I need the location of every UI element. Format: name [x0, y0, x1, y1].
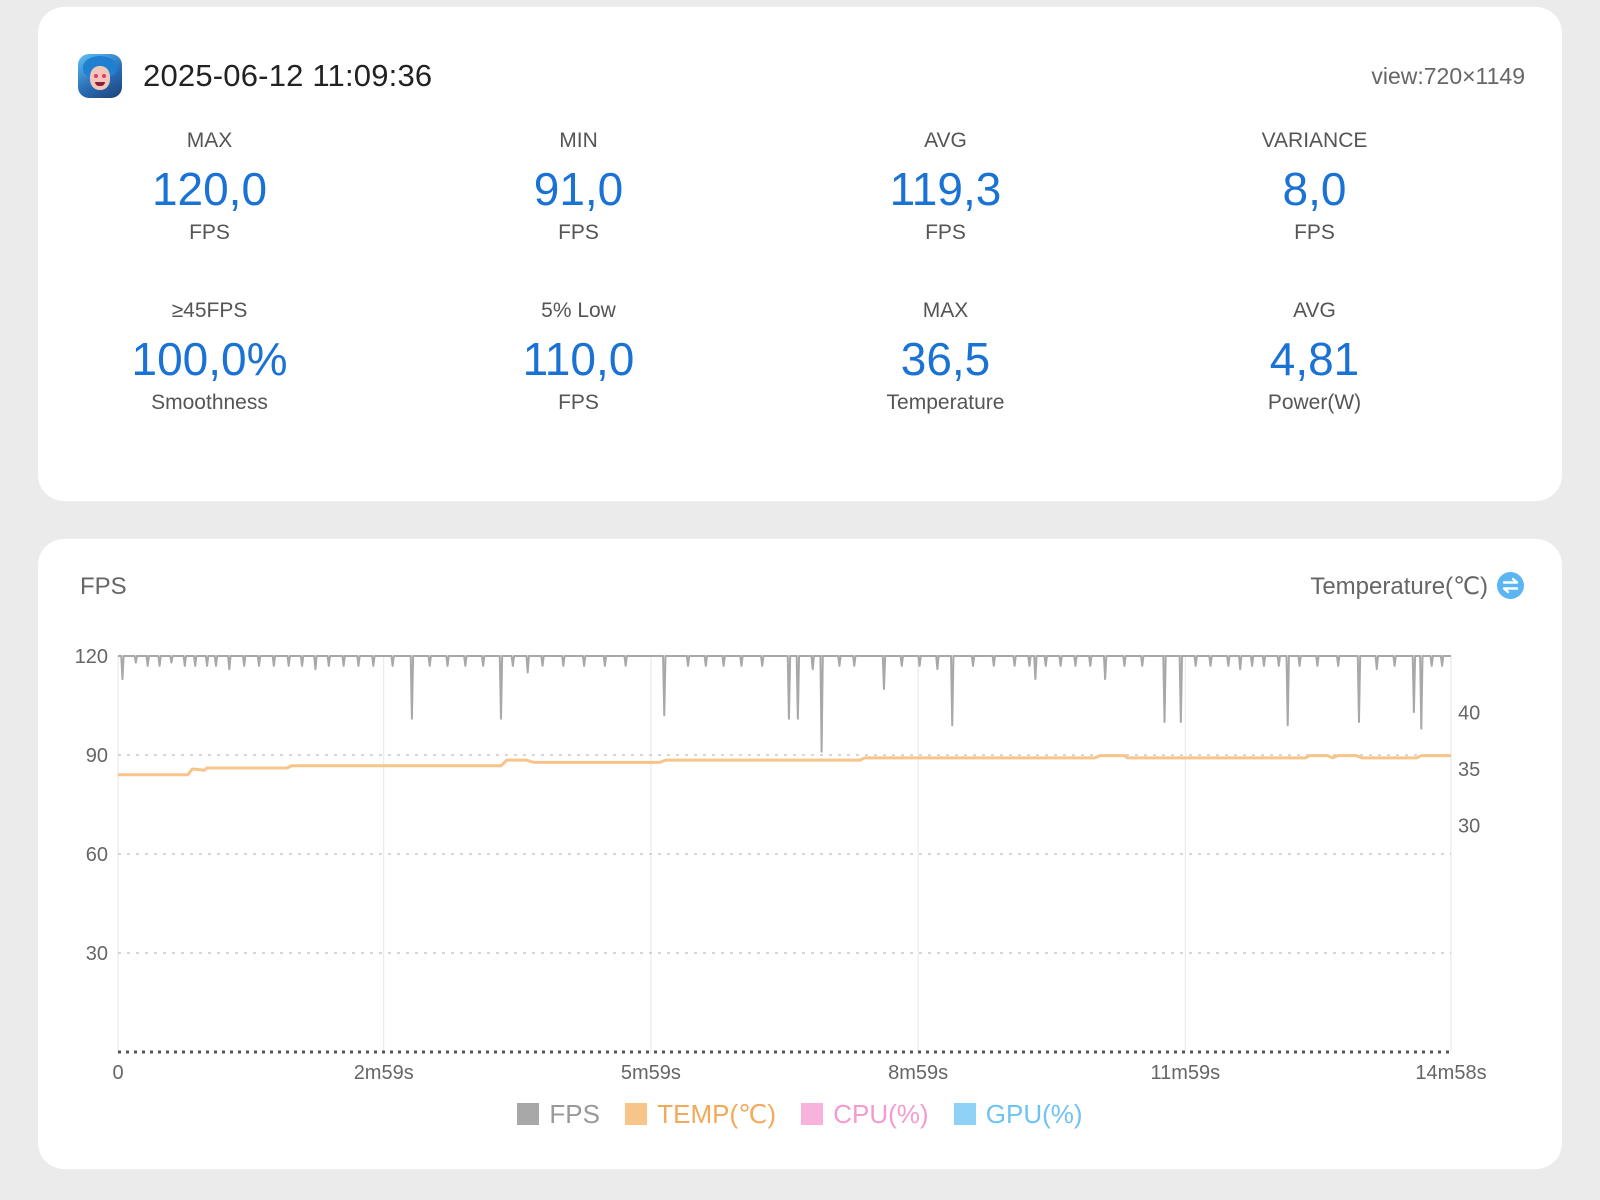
- chart-left-axis-title: FPS: [80, 573, 127, 600]
- legend-item-gpu[interactable]: GPU(%): [953, 1099, 1083, 1130]
- y-left-tick-label: 30: [86, 943, 108, 965]
- stat-value: 119,3: [889, 163, 1002, 215]
- chart-right-axis-title: Temperature(℃): [1310, 573, 1488, 600]
- x-tick-label: 2m59s: [354, 1062, 414, 1084]
- stat-unit: FPS: [1294, 221, 1335, 244]
- stat-value: 110,0: [522, 333, 635, 385]
- x-tick-label: 8m59s: [888, 1062, 948, 1084]
- session-datetime: 2025-06-12 11:09:36: [143, 58, 433, 93]
- stat-value: 36,5: [900, 333, 991, 385]
- stat-value: 4,81: [1269, 333, 1360, 385]
- stats-grid: MAX 120,0 FPS MIN 91,0 FPS AVG 119,3 FPS…: [38, 127, 1562, 467]
- stat-value: 8,0: [1282, 163, 1347, 215]
- y-right-tick-label: 30: [1458, 816, 1480, 838]
- y-left-tick-label: 120: [75, 646, 108, 668]
- stat-unit: FPS: [558, 221, 599, 244]
- stat-max-fps: MAX 120,0 FPS: [19, 127, 400, 297]
- legend-swatch-temp: [625, 1103, 648, 1125]
- stat-label: VARIANCE: [1261, 129, 1368, 152]
- view-size: view:720×1149: [1371, 63, 1525, 89]
- stats-card: 2025-06-12 11:09:36 view:720×1149 MAX 12…: [38, 7, 1562, 501]
- stat-label: 5% Low: [541, 299, 616, 322]
- stat-5-percent-low: 5% Low 110,0 FPS: [388, 297, 769, 467]
- temperature-series-line: [118, 754, 1451, 777]
- stat-avg-power: AVG 4,81 Power(W): [1124, 297, 1505, 467]
- fps-temperature-chart: 0 2m59s 5m59s 8m59s 11m59s 14m58s 30 60 90 120 30 3…: [75, 646, 1487, 1084]
- legend-swatch-gpu: [953, 1103, 976, 1125]
- chart-card: FPS Temperature(℃) 0 2m59s 5m59s 8m59s 11m59…: [38, 539, 1562, 1169]
- stat-value: 120,0: [151, 163, 268, 215]
- stat-unit: Power(W): [1267, 391, 1362, 414]
- swap-icon[interactable]: [1497, 572, 1524, 599]
- legend-label-fps: FPS: [549, 1099, 600, 1129]
- stat-label: MIN: [559, 129, 598, 152]
- legend-label-temp: TEMP(℃): [657, 1099, 776, 1129]
- stat-label: MAX: [186, 129, 233, 152]
- stat-unit: Temperature: [886, 391, 1005, 414]
- legend-swatch-fps: [517, 1103, 540, 1125]
- legend-item-fps[interactable]: FPS: [517, 1099, 600, 1130]
- stat-value: 100,0%: [131, 333, 288, 385]
- stat-max-temperature: MAX 36,5 Temperature: [755, 297, 1136, 467]
- stat-unit: FPS: [558, 391, 599, 414]
- stat-smoothness: ≥45FPS 100,0% Smoothness: [19, 297, 400, 467]
- legend-item-temp[interactable]: TEMP(℃): [625, 1099, 776, 1130]
- stats-header: 2025-06-12 11:09:36 view:720×1149: [78, 49, 1525, 99]
- stat-label: ≥45FPS: [171, 299, 248, 322]
- stat-avg-fps: AVG 119,3 FPS: [755, 127, 1136, 297]
- stat-min-fps: MIN 91,0 FPS: [388, 127, 769, 297]
- x-tick-label: 0: [112, 1062, 123, 1084]
- stat-variance: VARIANCE 8,0 FPS: [1124, 127, 1505, 297]
- y-right-tick-label: 40: [1458, 703, 1480, 725]
- stat-label: AVG: [1293, 299, 1336, 322]
- stat-label: AVG: [924, 129, 967, 152]
- stat-unit: Smoothness: [151, 391, 268, 414]
- legend-label-gpu: GPU(%): [985, 1099, 1083, 1129]
- legend-label-cpu: CPU(%): [833, 1099, 929, 1129]
- stat-unit: FPS: [925, 221, 966, 244]
- stat-label: MAX: [922, 299, 969, 322]
- chart-legend: FPS TEMP(℃) CPU(%) GPU(%): [38, 1099, 1562, 1130]
- y-left-tick-label: 60: [86, 844, 108, 866]
- y-left-tick-label: 90: [86, 745, 108, 767]
- legend-item-cpu[interactable]: CPU(%): [801, 1099, 929, 1130]
- legend-swatch-cpu: [801, 1103, 824, 1125]
- game-avatar-icon: [78, 54, 122, 98]
- stat-value: 91,0: [533, 163, 624, 215]
- x-tick-label: 5m59s: [621, 1062, 681, 1084]
- x-tick-label: 14m58s: [1415, 1062, 1486, 1084]
- fps-series-line: [118, 655, 1451, 753]
- x-tick-label: 11m59s: [1150, 1062, 1220, 1084]
- y-right-tick-label: 35: [1458, 759, 1480, 781]
- stat-unit: FPS: [189, 221, 230, 244]
